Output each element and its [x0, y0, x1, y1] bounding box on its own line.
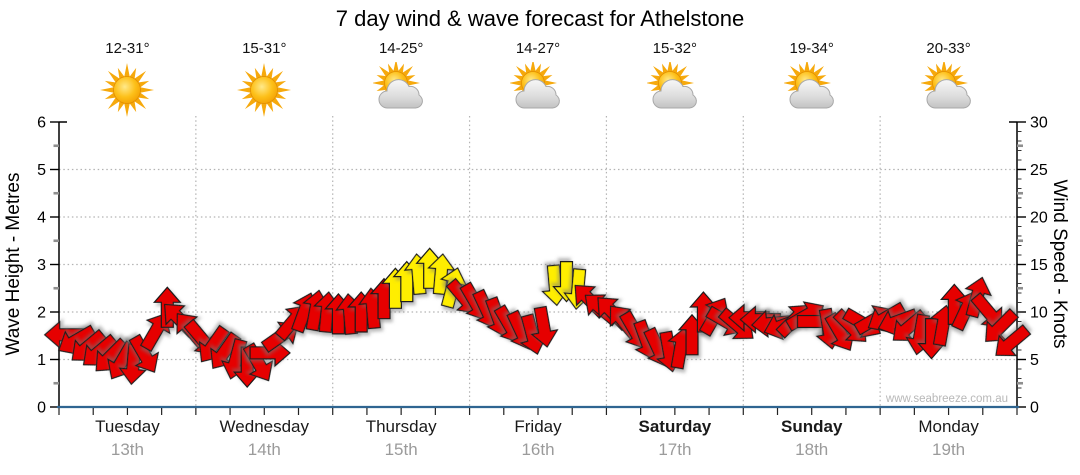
day-date-label: 13th [110, 440, 144, 459]
weather-icon-box [919, 59, 977, 118]
day-name-label: Tuesday [95, 417, 160, 436]
temperature-range-label: 14-25° [378, 40, 424, 57]
day-date-label: 19th [932, 440, 966, 459]
day-date-label: 17th [658, 440, 692, 459]
x-axis-day-labels: Tuesday 13th Wednesday 14th Thursday 15th Frid… [59, 416, 1017, 462]
x-label-tuesday: Tuesday 13th [59, 416, 196, 462]
svg-text:5: 5 [37, 162, 46, 179]
day-header-sunday: 19-34° [743, 40, 880, 118]
wind-arrow [995, 324, 1032, 357]
day-header-friday: 14-27° [470, 40, 607, 118]
day-name-label: Friday [514, 417, 562, 436]
day-date-label: 15th [384, 440, 418, 459]
day-header-thursday: 14-25° [333, 40, 470, 118]
svg-text:6: 6 [37, 115, 46, 132]
svg-text:10: 10 [1030, 305, 1048, 322]
temperature-range-label: 20-33° [926, 40, 971, 57]
weather-icon-box [782, 59, 840, 118]
weather-icon-sunny [100, 63, 155, 117]
svg-text:5: 5 [1030, 352, 1039, 369]
weather-icon-partly-cloudy [509, 59, 560, 109]
temperature-range-label: 12-31° [105, 40, 150, 57]
svg-text:0: 0 [1030, 400, 1039, 417]
svg-text:15: 15 [1030, 257, 1048, 274]
day-name-label: Wednesday [219, 417, 310, 436]
temperature-range-label: 15-31° [242, 40, 287, 57]
day-date-label: 18th [795, 440, 829, 459]
weather-icon-box [236, 62, 292, 118]
svg-text:20: 20 [1030, 210, 1048, 227]
svg-text:1: 1 [37, 352, 46, 369]
day-name-label: Saturday [638, 417, 712, 436]
weather-icon-partly-cloudy [782, 59, 834, 109]
day-date-label: 16th [521, 440, 555, 459]
weather-icon-partly-cloudy [919, 59, 971, 109]
temperature-range-label: 15-32° [652, 40, 698, 57]
day-headers: 12-31° 15-31° 14-25° 14-27° [59, 40, 1017, 118]
wind-arrow [530, 305, 559, 348]
x-label-wednesday: Wednesday 14th [196, 416, 333, 462]
day-header-wednesday: 15-31° [196, 40, 333, 118]
weather-icon-box [99, 62, 155, 118]
watermark: www.seabreeze.com.au [885, 393, 1008, 405]
day-name-label: Sunday [781, 417, 843, 436]
x-label-thursday: Thursday 15th [333, 416, 470, 462]
wind-arrow [970, 291, 1003, 329]
weather-icon-box [372, 59, 429, 118]
x-label-saturday: Saturday 17th [606, 416, 743, 462]
weather-icon-sunny [237, 63, 292, 117]
x-label-friday: Friday 16th [470, 416, 607, 462]
svg-text:30: 30 [1030, 115, 1048, 132]
temperature-range-label: 14-27° [515, 40, 561, 57]
x-label-sunday: Sunday 18th [743, 416, 880, 462]
weather-icon-partly-cloudy [372, 59, 423, 109]
wind-arrow [985, 307, 1020, 342]
svg-text:25: 25 [1030, 162, 1048, 179]
x-label-monday: Monday 19th [880, 416, 1017, 462]
day-name-label: Thursday [365, 417, 437, 436]
svg-text:2: 2 [37, 305, 46, 322]
page-title: 7 day wind & wave forecast for Athelston… [335, 6, 745, 31]
day-name-label: Monday [918, 417, 979, 436]
wind-arrow [128, 333, 160, 373]
wind-arrow [427, 253, 456, 296]
svg-text:3: 3 [37, 257, 46, 274]
weather-icon-partly-cloudy [645, 59, 697, 109]
weather-icon-box [509, 59, 566, 118]
day-date-label: 14th [247, 440, 281, 459]
wind-speed-axis-title: Wind Speed - Knots [1049, 179, 1070, 349]
day-header-monday: 20-33° [880, 40, 1017, 118]
svg-text:0: 0 [37, 400, 46, 417]
day-header-tuesday: 12-31° [59, 40, 196, 118]
temperature-range-label: 19-34° [789, 40, 834, 57]
wave-height-axis-title: Wave Height - Metres [3, 172, 24, 356]
svg-text:4: 4 [37, 210, 46, 227]
day-header-saturday: 15-32° [606, 40, 743, 118]
weather-icon-box [645, 59, 703, 118]
